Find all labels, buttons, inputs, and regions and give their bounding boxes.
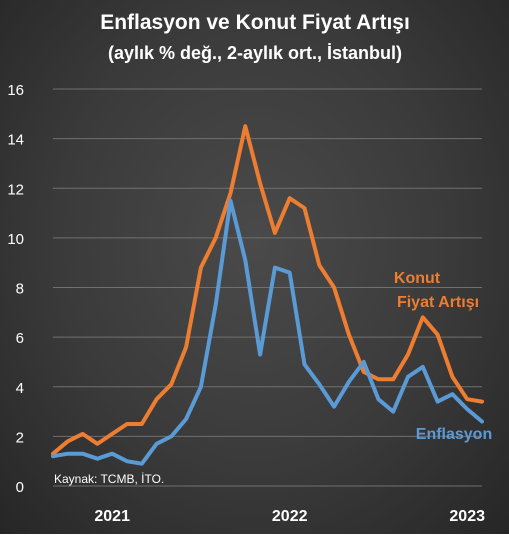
y-tick-label: 14 [7, 132, 24, 149]
series-line-enflasyon [51, 198, 484, 466]
chart-title: Enflasyon ve Konut Fiyat Artışı [100, 11, 410, 34]
series-label-konut-line1: Konut [394, 270, 441, 287]
y-tick-label: 16 [7, 82, 24, 99]
y-tick-label: 6 [16, 330, 24, 347]
series-label-enflasyon: Enflasyon [416, 426, 492, 443]
source-note: Kaynak: TCMB, İTO. [54, 472, 164, 486]
y-tick-label: 0 [16, 479, 24, 496]
y-tick-label: 8 [16, 281, 24, 298]
gridlines [53, 88, 482, 487]
y-tick-label: 10 [7, 231, 24, 248]
x-year-label: 2023 [449, 508, 485, 525]
y-axis-ticks: 0 2 4 6 8 10 12 14 16 [7, 82, 24, 496]
series-line-konut [51, 124, 484, 456]
x-year-label: 2022 [272, 508, 308, 525]
x-year-label: 2021 [94, 508, 130, 525]
y-tick-label: 4 [16, 380, 24, 397]
series-label-konut-line2: Fiyat Artışı [397, 294, 479, 311]
series-lines [51, 124, 484, 466]
chart-subtitle: (aylık % değ., 2-aylık ort., İstanbul) [108, 43, 402, 63]
y-tick-label: 2 [16, 429, 24, 446]
x-axis-year-labels: 2021 2022 2023 [94, 508, 485, 525]
y-tick-label: 12 [7, 181, 24, 198]
